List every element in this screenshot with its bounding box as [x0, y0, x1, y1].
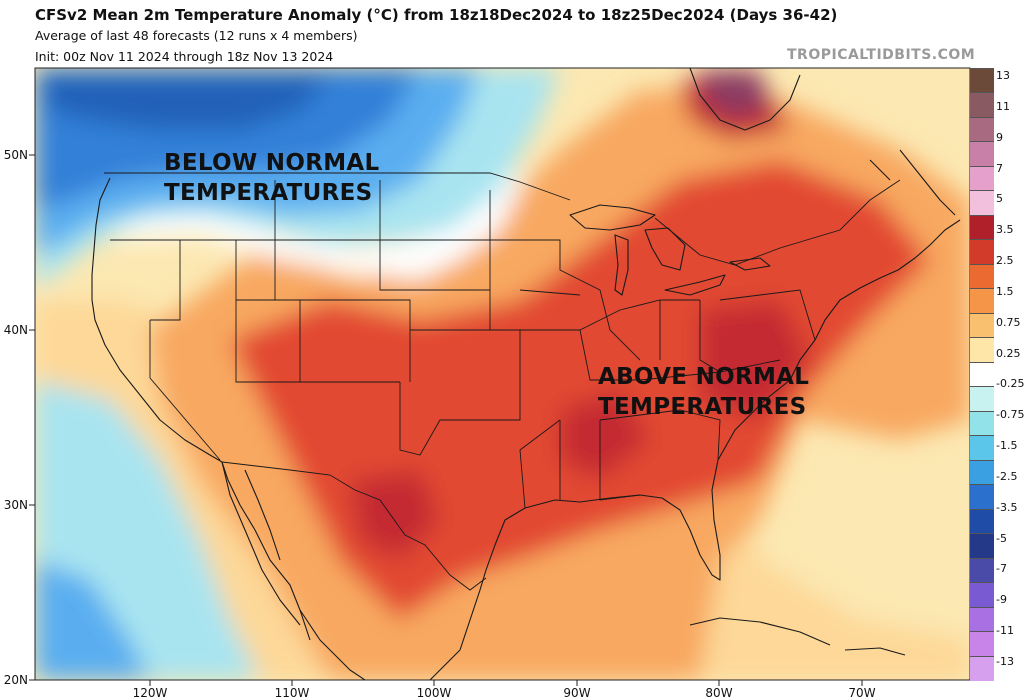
colorbar: [970, 68, 994, 681]
map-subtitle: Average of last 48 forecasts (12 runs x …: [35, 28, 358, 43]
colorbar-swatch: [970, 337, 994, 363]
colorbar-swatch: [970, 533, 994, 559]
colorbar-label: 0.25: [996, 346, 1021, 360]
colorbar-label: -1.5: [996, 439, 1018, 453]
colorbar-swatch: [970, 606, 994, 633]
lon-label-90w: 90W: [563, 686, 591, 700]
colorbar-swatch: [970, 655, 994, 681]
colorbar-swatch: [970, 190, 994, 216]
lat-label-40n: 40N: [3, 323, 28, 337]
lon-label-120w: 120W: [132, 686, 168, 700]
colorbar-label: -0.75: [996, 408, 1024, 422]
state-borders: [104, 172, 901, 591]
colorbar-swatch: [970, 92, 994, 118]
colorbar-swatch: [970, 582, 994, 608]
colorbar-label: 1.5: [996, 284, 1014, 298]
map-title: CFSv2 Mean 2m Temperature Anomaly (°C) f…: [35, 6, 838, 24]
colorbar-label: 2.5: [996, 254, 1014, 268]
colorbar-swatch: [970, 116, 994, 143]
colorbar-swatch: [970, 263, 994, 290]
deep-red-zone: [350, 80, 810, 560]
colorbar-swatch: [970, 484, 994, 510]
colorbar-label: -5: [996, 531, 1007, 545]
lat-label-50n: 50N: [3, 148, 28, 162]
colorbar-swatch: [970, 141, 994, 167]
colorbar-swatch: [970, 239, 994, 265]
purple-zone: [700, 70, 770, 118]
below-normal-annotation: BELOW NORMAL TEMPERATURES: [164, 148, 379, 208]
west-coast: [91, 177, 311, 641]
cuba: [689, 617, 831, 646]
lat-label-20n: 20N: [3, 673, 28, 687]
lat-label-30n: 30N: [3, 498, 28, 512]
lon-label-80w: 80W: [705, 686, 733, 700]
colorbar-swatch: [970, 214, 994, 241]
colorbar-label: 3.5: [996, 223, 1014, 237]
axis-ticks: [29, 154, 863, 686]
colorbar-label: -0.25: [996, 377, 1024, 391]
colorbar-label: -9: [996, 593, 1007, 607]
colorbar-swatch: [970, 435, 994, 461]
great-lake-huron: [644, 227, 686, 271]
brand-watermark: TROPICALTIDBITS.COM: [787, 47, 976, 63]
below-normal-line2: TEMPERATURES: [164, 180, 373, 206]
init-time: Init: 00z Nov 11 2024 through 18z Nov 13…: [35, 49, 334, 64]
above-normal-annotation: ABOVE NORMAL TEMPERATURES: [598, 362, 809, 422]
lon-label-100w: 100W: [416, 686, 452, 700]
great-lake-michigan: [614, 234, 629, 296]
canada-east-coast: [869, 149, 956, 216]
colorbar-swatch: [970, 557, 994, 584]
colorbar-label: 0.75: [996, 315, 1021, 329]
colorbar-label: 5: [996, 192, 1003, 206]
colorbar-label: 11: [996, 99, 1010, 113]
above-normal-line1: ABOVE NORMAL: [598, 364, 810, 390]
baja-peninsula: [221, 461, 301, 626]
colorbar-label: -2.5: [996, 469, 1018, 483]
gulf-coast: [485, 459, 721, 581]
colorbar-swatch: [970, 68, 994, 94]
hispaniola: [844, 647, 906, 656]
colorbar-swatch: [970, 361, 994, 388]
colorbar-label: 9: [996, 130, 1003, 144]
colorbar-swatch: [970, 410, 994, 437]
navy-zone: [40, 75, 330, 130]
lon-label-110w: 110W: [274, 686, 310, 700]
colorbar-label: -11: [996, 624, 1014, 638]
light-blue-zone: [35, 68, 560, 680]
us-canada-border: [104, 172, 901, 266]
colorbar-label: 7: [996, 161, 1003, 175]
colorbar-label: 13: [996, 69, 1010, 82]
state-lines: [110, 180, 816, 509]
colorbar-swatch: [970, 508, 994, 535]
colorbar-swatch: [970, 165, 994, 192]
colorbar-swatch: [970, 312, 994, 339]
colorbar-label: -7: [996, 562, 1007, 576]
colorbar-label: -13: [996, 655, 1014, 668]
hudson-bay: [689, 68, 801, 131]
colorbar-swatch: [970, 459, 994, 486]
colorbar-swatch: [970, 386, 994, 412]
great-lake-superior: [569, 204, 656, 231]
us-mexico-border: [221, 461, 487, 591]
above-normal-line2: TEMPERATURES: [598, 394, 807, 420]
colorbar-swatch: [970, 288, 994, 314]
header: CFSv2 Mean 2m Temperature Anomaly (°C) f…: [0, 0, 1024, 68]
mexico-coast: [299, 569, 487, 680]
great-lake-erie: [664, 274, 726, 296]
colorbar-swatch: [970, 631, 994, 657]
east-coast: [717, 219, 961, 461]
lon-label-70w: 70W: [848, 686, 876, 700]
below-normal-line1: BELOW NORMAL: [164, 150, 380, 176]
colorbar-label: -3.5: [996, 500, 1018, 514]
white-zone: [110, 150, 520, 280]
coastlines: [91, 68, 961, 680]
